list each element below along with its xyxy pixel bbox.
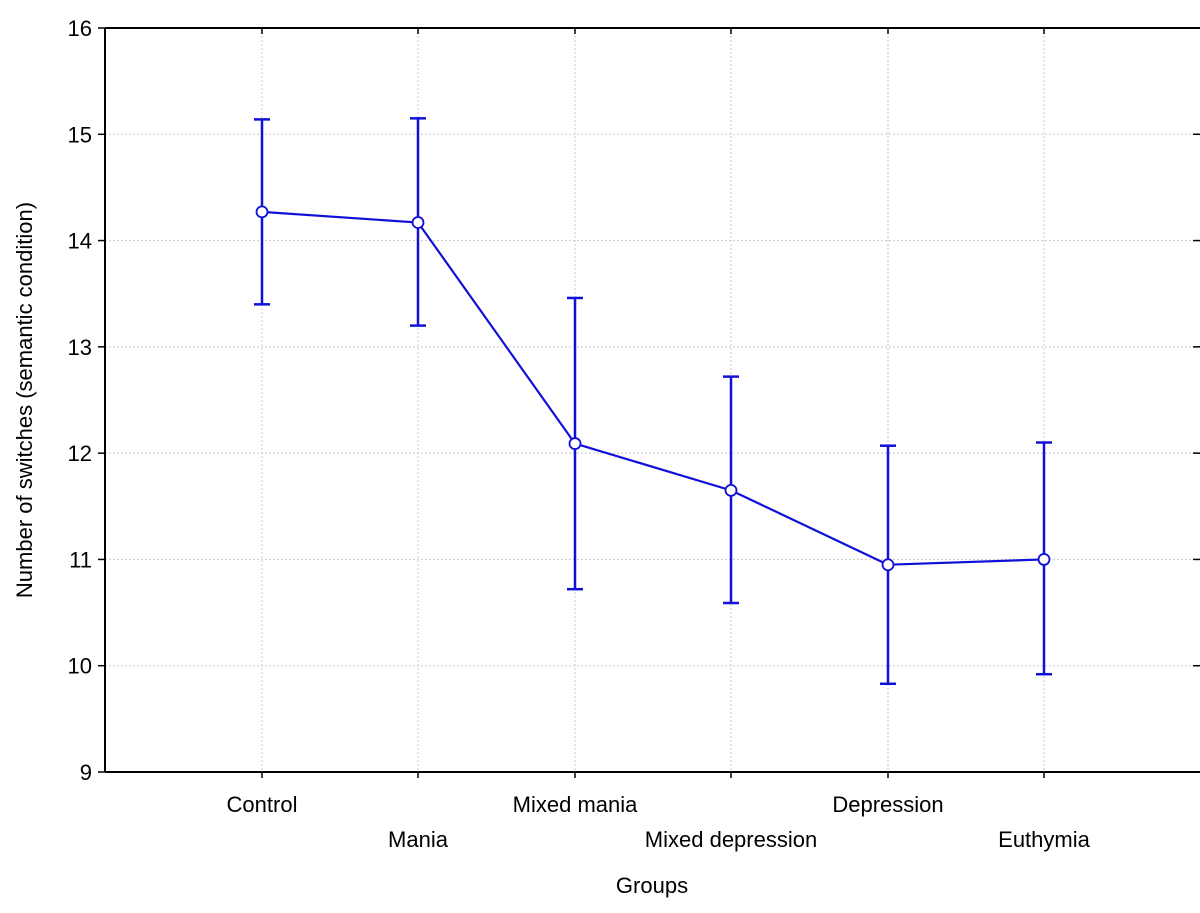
y-tick-label: 10 bbox=[68, 654, 92, 679]
y-tick-label: 16 bbox=[68, 16, 92, 41]
y-tick-label: 13 bbox=[68, 335, 92, 360]
data-point bbox=[255, 205, 269, 219]
x-tick-label: Mania bbox=[388, 827, 449, 852]
x-axis-label: Groups bbox=[616, 873, 688, 898]
tick-labels: 9 10 11 12 13 14 15 16 Control Mania Mixed mania Mi… bbox=[68, 16, 1091, 852]
data-point bbox=[724, 483, 738, 497]
y-axis-label: Number of switches (semantic condition) bbox=[12, 202, 37, 598]
x-tick-label: Depression bbox=[832, 792, 943, 817]
y-tick-label: 12 bbox=[68, 441, 92, 466]
axes bbox=[98, 27, 1200, 778]
x-tick-label: Euthymia bbox=[998, 827, 1090, 852]
x-tick-label: Mixed mania bbox=[513, 792, 638, 817]
grid-lines bbox=[105, 28, 1200, 772]
series-line bbox=[261, 210, 1045, 566]
data-series bbox=[254, 117, 1052, 686]
y-tick-label: 14 bbox=[68, 229, 92, 254]
y-tick-label: 9 bbox=[80, 760, 92, 785]
data-point bbox=[411, 216, 425, 229]
data-point bbox=[1037, 553, 1051, 566]
y-tick-label: 15 bbox=[68, 122, 92, 147]
data-point bbox=[881, 558, 895, 572]
y-tick-label: 11 bbox=[69, 547, 92, 572]
data-point bbox=[568, 437, 582, 450]
x-tick-label: Mixed depression bbox=[645, 827, 817, 852]
x-tick-label: Control bbox=[227, 792, 298, 817]
